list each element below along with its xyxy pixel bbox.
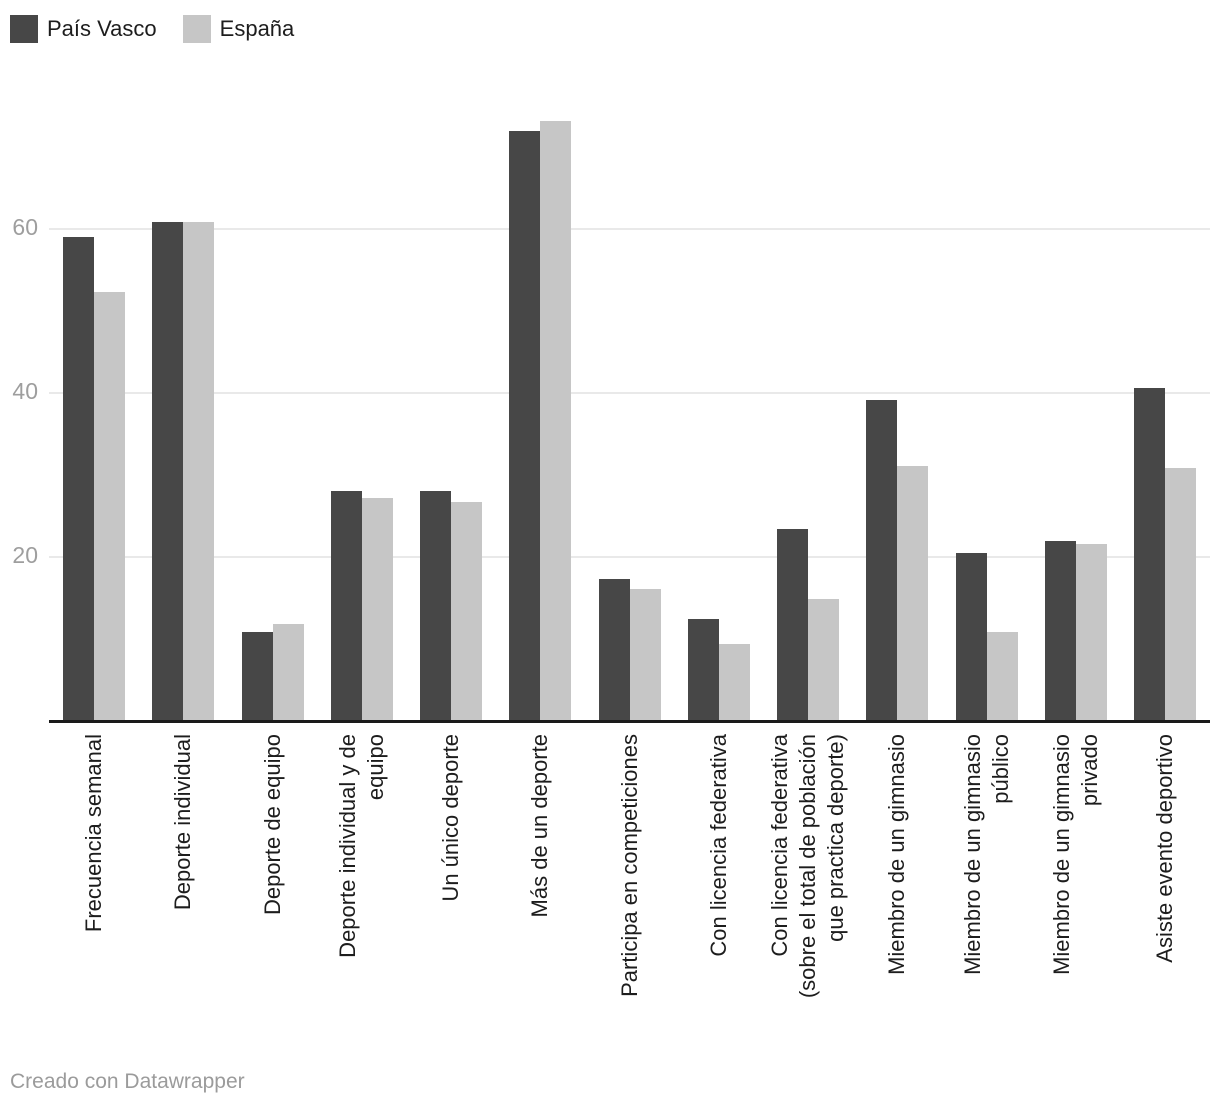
x-axis-label-7: Con licencia federativa — [705, 734, 731, 957]
bar-país-vasco-0 — [63, 237, 94, 721]
bar-país-vasco-11 — [1044, 540, 1076, 721]
bar-españa-9 — [897, 465, 929, 721]
legend-swatch — [182, 15, 211, 43]
bar-país-vasco-7 — [687, 619, 719, 721]
x-axis-label-3: Deporte individual y de equipo — [334, 734, 388, 958]
bar-país-vasco-5 — [509, 131, 541, 721]
x-axis-label-10: Miembro de un gimnasio público — [959, 734, 1013, 975]
x-axis-label-0: Frecuencia semanal — [81, 734, 106, 933]
x-axis-label-12: Asiste evento deportivo — [1152, 734, 1177, 963]
legend-label: País Vasco — [47, 16, 157, 41]
y-tick-label-20: 20 — [12, 542, 38, 568]
gridline-40 — [49, 392, 1210, 394]
gridline-20 — [49, 556, 1210, 558]
legend-item-1: España — [182, 15, 295, 43]
x-axis-label-11: Miembro de un gimnasio privado — [1048, 734, 1102, 975]
bar-país-vasco-1 — [152, 222, 184, 721]
bar-país-vasco-2 — [241, 632, 273, 721]
bar-españa-1 — [183, 221, 215, 721]
bar-españa-2 — [272, 624, 304, 721]
bar-españa-11 — [1075, 543, 1107, 721]
x-axis-label-2: Deporte de equipo — [259, 734, 285, 916]
y-tick-label-60: 60 — [12, 214, 38, 240]
bar-país-vasco-3 — [330, 491, 362, 721]
bar-españa-10 — [986, 631, 1018, 721]
legend: País Vasco España — [10, 15, 294, 43]
x-axis-label-6: Participa en competiciones — [616, 734, 642, 997]
bar-país-vasco-12 — [1134, 388, 1165, 721]
legend-label: España — [219, 16, 295, 41]
legend-item-0: País Vasco — [10, 15, 157, 43]
bar-país-vasco-6 — [598, 579, 630, 721]
x-axis-label-1: Deporte individual — [170, 734, 196, 911]
bar-país-vasco-9 — [866, 399, 898, 721]
bar-españa-0 — [94, 292, 125, 721]
bar-país-vasco-4 — [420, 491, 451, 721]
datawrapper-credit-link[interactable]: Creado con Datawrapper — [10, 1070, 245, 1093]
bar-españa-5 — [540, 120, 572, 721]
x-axis-label-5: Más de un deporte — [527, 734, 553, 918]
bar-españa-7 — [718, 643, 750, 721]
x-axis-baseline — [49, 720, 1210, 723]
x-axis-label-8: Con licencia federativa (sobre el total … — [767, 734, 848, 999]
legend-swatch — [10, 15, 38, 43]
y-tick-label-40: 40 — [12, 378, 38, 404]
bar-país-vasco-10 — [955, 552, 987, 721]
x-axis-label-4: Un único deporte — [438, 734, 463, 902]
x-axis-label-9: Miembro de un gimnasio — [884, 734, 910, 975]
bar-españa-8 — [808, 598, 839, 721]
bar-españa-6 — [629, 588, 661, 721]
bar-país-vasco-8 — [777, 529, 808, 721]
plot-area — [49, 81, 1210, 721]
bar-españa-3 — [361, 497, 393, 721]
bar-españa-12 — [1165, 467, 1196, 721]
bar-españa-4 — [451, 502, 482, 721]
gridline-60 — [49, 228, 1210, 230]
